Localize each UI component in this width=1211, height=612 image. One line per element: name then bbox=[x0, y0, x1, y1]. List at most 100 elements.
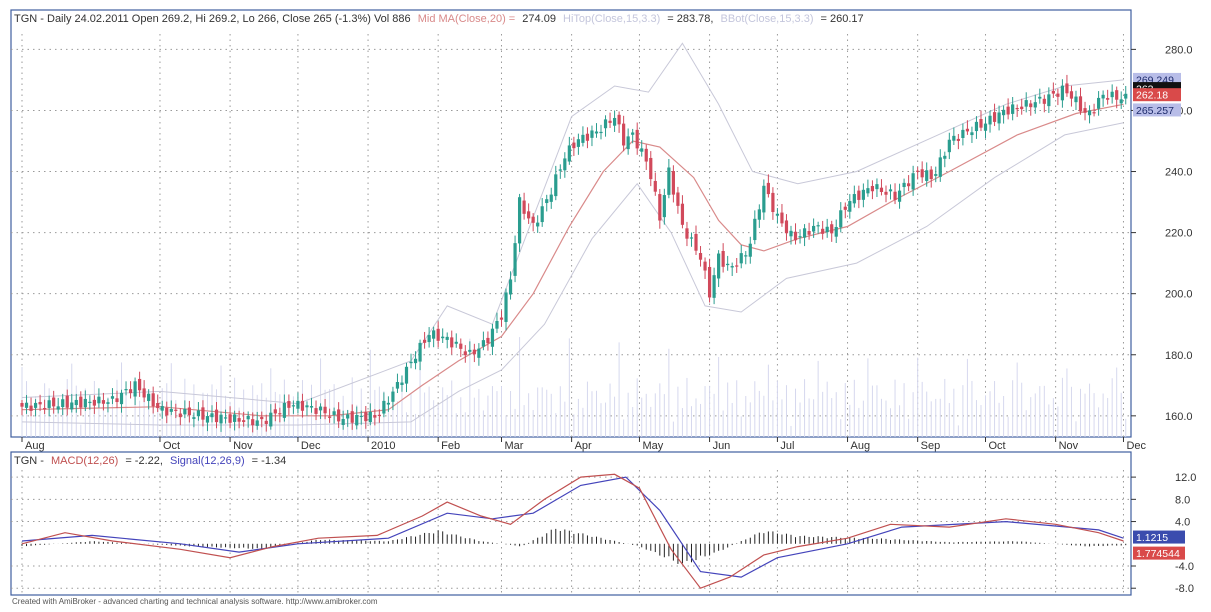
candle-body bbox=[572, 142, 576, 149]
candle-body bbox=[382, 400, 386, 414]
x-tick-label: Dec bbox=[301, 440, 321, 452]
candle-body bbox=[762, 185, 766, 213]
candle-body bbox=[83, 398, 87, 408]
price-tick-label: 240.0 bbox=[1165, 167, 1193, 179]
candle-body bbox=[237, 418, 241, 422]
candle-body bbox=[730, 266, 734, 268]
candle-body bbox=[119, 392, 124, 405]
macd-lines bbox=[21, 473, 1124, 589]
candle-body bbox=[771, 192, 775, 213]
hi-band-value: = 283.78, bbox=[667, 13, 713, 25]
candle-body bbox=[495, 320, 499, 329]
candle-body bbox=[694, 233, 698, 251]
candle-body bbox=[879, 187, 884, 192]
candle-body bbox=[33, 402, 38, 408]
candle-body bbox=[1033, 102, 1037, 108]
candle-body bbox=[943, 155, 947, 159]
candle-body bbox=[653, 180, 657, 192]
candle-body bbox=[468, 349, 472, 352]
candle-body bbox=[1020, 106, 1024, 110]
candle-body bbox=[748, 243, 752, 257]
macd-header: TGN - MACD(12,26) = -2.22, Signal(12,26,… bbox=[14, 455, 286, 467]
candle-body bbox=[1119, 99, 1123, 104]
candle-body bbox=[309, 406, 314, 408]
candle-body bbox=[1110, 91, 1114, 98]
candle-body bbox=[907, 183, 911, 187]
candle-body bbox=[1065, 83, 1069, 94]
x-tick-label: Feb bbox=[441, 440, 460, 452]
price-tick-label: 200.0 bbox=[1165, 289, 1193, 301]
candle-body bbox=[264, 420, 268, 424]
candle-body bbox=[956, 138, 960, 141]
price-value-label-bg bbox=[1133, 88, 1181, 102]
candle-body bbox=[377, 414, 381, 416]
candle-body bbox=[359, 415, 363, 417]
candle-body bbox=[1047, 94, 1051, 107]
signal-value: = -1.34 bbox=[252, 455, 287, 467]
candle-body bbox=[174, 409, 178, 411]
candle-body bbox=[802, 228, 807, 238]
candle-body bbox=[649, 157, 653, 180]
candle-body bbox=[916, 170, 920, 172]
candle-body bbox=[997, 112, 1001, 124]
candle-body bbox=[450, 337, 454, 348]
candle-body bbox=[635, 129, 639, 149]
candle-body bbox=[1092, 112, 1096, 114]
candle-body bbox=[223, 417, 228, 419]
candle-body bbox=[79, 396, 83, 408]
candle-body bbox=[192, 417, 196, 419]
candle-body bbox=[445, 336, 449, 340]
candle-body bbox=[278, 413, 282, 415]
candle-body bbox=[1024, 100, 1028, 107]
candle-body bbox=[911, 173, 915, 190]
price-value-label: 262.18 bbox=[1136, 90, 1168, 102]
candle-body bbox=[775, 213, 780, 216]
price-tick-label: 280.0 bbox=[1165, 44, 1193, 56]
candle-body bbox=[789, 230, 793, 237]
x-tick-label: May bbox=[642, 440, 663, 452]
candle-body bbox=[233, 414, 237, 422]
candle-body bbox=[685, 228, 689, 239]
candle-body bbox=[721, 251, 725, 267]
macd-tick-label: 4.0 bbox=[1175, 517, 1190, 529]
candle-body bbox=[287, 401, 291, 408]
macd-label: MACD(12,26) bbox=[51, 455, 118, 467]
candle-body bbox=[196, 410, 201, 417]
candle-body bbox=[101, 400, 106, 404]
candle-body bbox=[576, 139, 580, 147]
candle-body bbox=[902, 182, 906, 188]
candle-body bbox=[536, 222, 540, 227]
macd-tick-label: -8.0 bbox=[1175, 583, 1194, 595]
price-tick-label: 220.0 bbox=[1165, 228, 1193, 240]
x-tick-label: Nov bbox=[1059, 440, 1079, 452]
candle-body bbox=[106, 402, 110, 404]
candle-body bbox=[1087, 110, 1092, 116]
candle-body bbox=[766, 182, 770, 195]
candle-body bbox=[603, 119, 608, 129]
candle-body bbox=[545, 199, 549, 204]
x-tick-label: Jun bbox=[713, 440, 731, 452]
candle-body bbox=[296, 400, 300, 409]
x-tick-label: 2010 bbox=[371, 440, 395, 452]
candle-body bbox=[246, 415, 250, 420]
candle-body bbox=[178, 413, 182, 418]
candle-body bbox=[459, 343, 463, 349]
candle-body bbox=[187, 407, 191, 416]
candle-body bbox=[481, 340, 485, 347]
candle-body bbox=[626, 136, 630, 150]
candle-body bbox=[929, 169, 933, 180]
candle-body bbox=[24, 402, 29, 408]
candle-body bbox=[350, 411, 354, 423]
candle-body bbox=[1115, 90, 1119, 100]
candle-body bbox=[413, 358, 418, 364]
macd-histogram bbox=[21, 528, 1127, 564]
candle-body bbox=[1060, 85, 1065, 101]
candle-body bbox=[934, 174, 938, 176]
candle-body bbox=[739, 253, 743, 264]
candle-body bbox=[47, 400, 51, 408]
candle-body bbox=[947, 139, 951, 153]
candle-body bbox=[260, 416, 264, 420]
macd-panel-frame bbox=[10, 451, 1132, 596]
